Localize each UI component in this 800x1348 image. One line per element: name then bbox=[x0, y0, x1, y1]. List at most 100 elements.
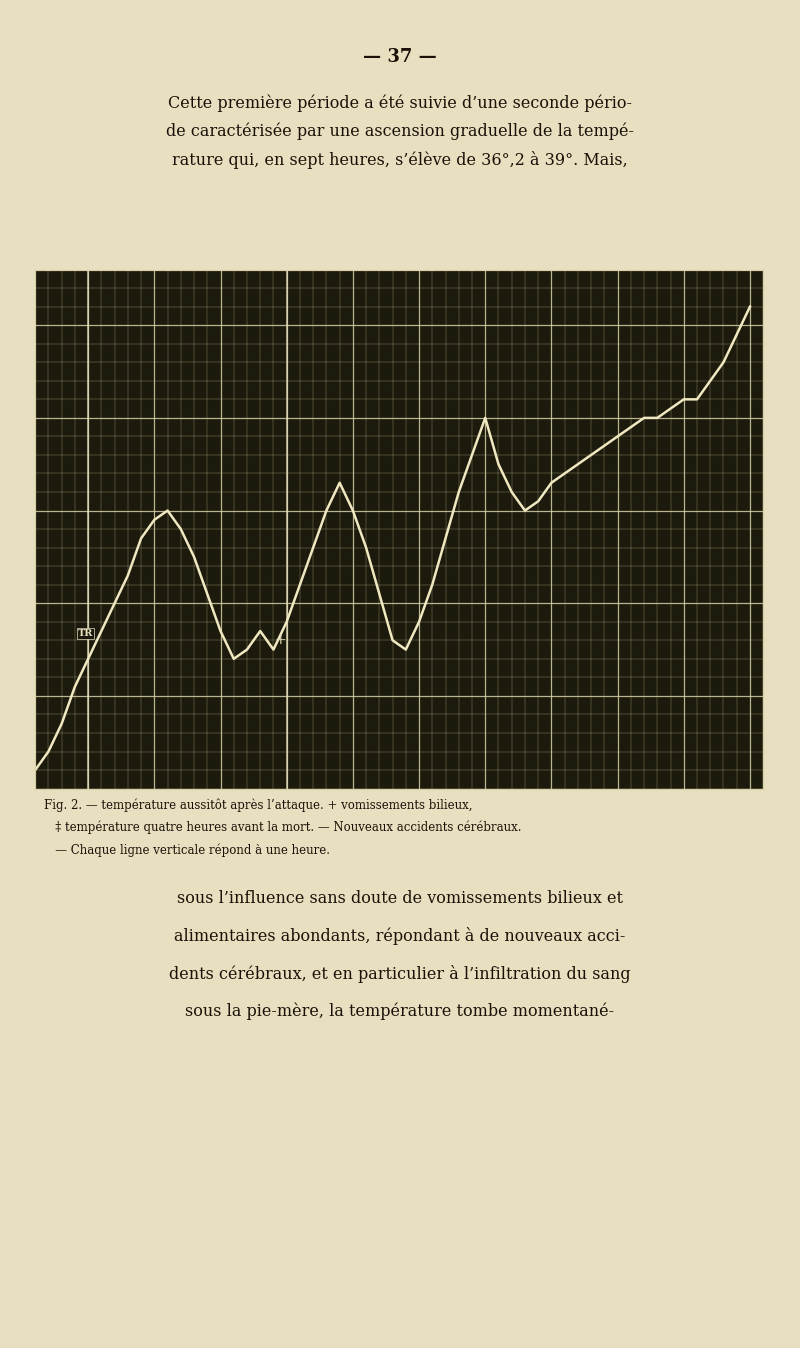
Point bbox=[742, 431, 755, 453]
Point bbox=[406, 651, 419, 673]
Point bbox=[80, 315, 93, 337]
Point bbox=[102, 713, 115, 735]
Point bbox=[606, 330, 618, 352]
Point bbox=[101, 515, 114, 537]
Point bbox=[689, 516, 702, 538]
Point bbox=[345, 349, 358, 371]
Point bbox=[449, 500, 462, 522]
Point bbox=[376, 477, 389, 499]
Point bbox=[291, 728, 304, 749]
Point bbox=[73, 741, 86, 763]
Point bbox=[302, 648, 314, 670]
Point bbox=[432, 662, 445, 683]
Point bbox=[246, 670, 258, 692]
Point bbox=[204, 442, 217, 464]
Point bbox=[210, 314, 222, 336]
Point bbox=[565, 545, 578, 566]
Point bbox=[662, 578, 674, 600]
Point bbox=[217, 547, 230, 569]
Point bbox=[182, 511, 195, 532]
Point bbox=[207, 299, 220, 321]
Point bbox=[139, 528, 152, 550]
Point bbox=[531, 700, 544, 721]
Point bbox=[709, 636, 722, 658]
Point bbox=[569, 670, 582, 692]
Point bbox=[721, 659, 734, 681]
Point bbox=[438, 597, 451, 619]
Point bbox=[613, 745, 626, 767]
Point bbox=[626, 566, 639, 588]
Point bbox=[199, 410, 212, 431]
Point bbox=[172, 574, 185, 596]
Point bbox=[284, 445, 297, 466]
Point bbox=[754, 725, 766, 747]
Point bbox=[383, 740, 396, 762]
Point bbox=[173, 427, 186, 449]
Point bbox=[219, 619, 232, 640]
Point bbox=[258, 670, 271, 692]
Point bbox=[97, 728, 110, 749]
Point bbox=[77, 690, 90, 712]
Point bbox=[733, 685, 746, 706]
Point bbox=[732, 643, 745, 665]
Point bbox=[750, 383, 763, 404]
Point bbox=[486, 608, 498, 630]
Point bbox=[136, 392, 149, 414]
Point bbox=[584, 329, 597, 350]
Point bbox=[374, 752, 387, 774]
Point bbox=[682, 426, 695, 448]
Point bbox=[133, 677, 146, 698]
Point bbox=[649, 732, 662, 754]
Point bbox=[76, 763, 89, 785]
Point bbox=[417, 369, 430, 391]
Point bbox=[173, 775, 186, 797]
Point bbox=[667, 270, 680, 291]
Point bbox=[467, 609, 480, 631]
Point bbox=[214, 574, 227, 596]
Point bbox=[131, 499, 144, 520]
Point bbox=[682, 275, 694, 297]
Point bbox=[705, 690, 718, 712]
Point bbox=[642, 547, 654, 569]
Point bbox=[168, 588, 181, 609]
Point bbox=[292, 760, 305, 782]
Point bbox=[192, 340, 205, 361]
Point bbox=[697, 537, 710, 558]
Point bbox=[622, 438, 634, 460]
Point bbox=[328, 666, 341, 687]
Point bbox=[251, 431, 264, 453]
Point bbox=[590, 352, 603, 373]
Point bbox=[148, 687, 161, 709]
Point bbox=[156, 279, 169, 301]
Point bbox=[176, 755, 189, 776]
Point bbox=[328, 681, 341, 702]
Point bbox=[95, 662, 108, 683]
Point bbox=[309, 309, 322, 330]
Point bbox=[97, 724, 110, 745]
Point bbox=[602, 406, 614, 427]
Point bbox=[198, 576, 211, 597]
Point bbox=[689, 687, 702, 709]
Point bbox=[90, 586, 103, 608]
Point bbox=[147, 404, 160, 426]
Point bbox=[315, 474, 328, 496]
Point bbox=[623, 537, 636, 558]
Point bbox=[715, 563, 728, 585]
Point bbox=[250, 639, 263, 661]
Point bbox=[662, 295, 675, 317]
Point bbox=[675, 584, 688, 605]
Point bbox=[732, 293, 745, 314]
Point bbox=[682, 743, 694, 764]
Point bbox=[639, 507, 652, 528]
Point bbox=[468, 700, 481, 721]
Point bbox=[573, 338, 586, 360]
Point bbox=[491, 686, 504, 708]
Point bbox=[67, 675, 80, 697]
Point bbox=[218, 577, 230, 599]
Point bbox=[68, 671, 81, 693]
Point bbox=[653, 417, 666, 438]
Point bbox=[55, 472, 68, 493]
Point bbox=[551, 375, 564, 396]
Point bbox=[733, 381, 746, 403]
Point bbox=[636, 692, 649, 713]
